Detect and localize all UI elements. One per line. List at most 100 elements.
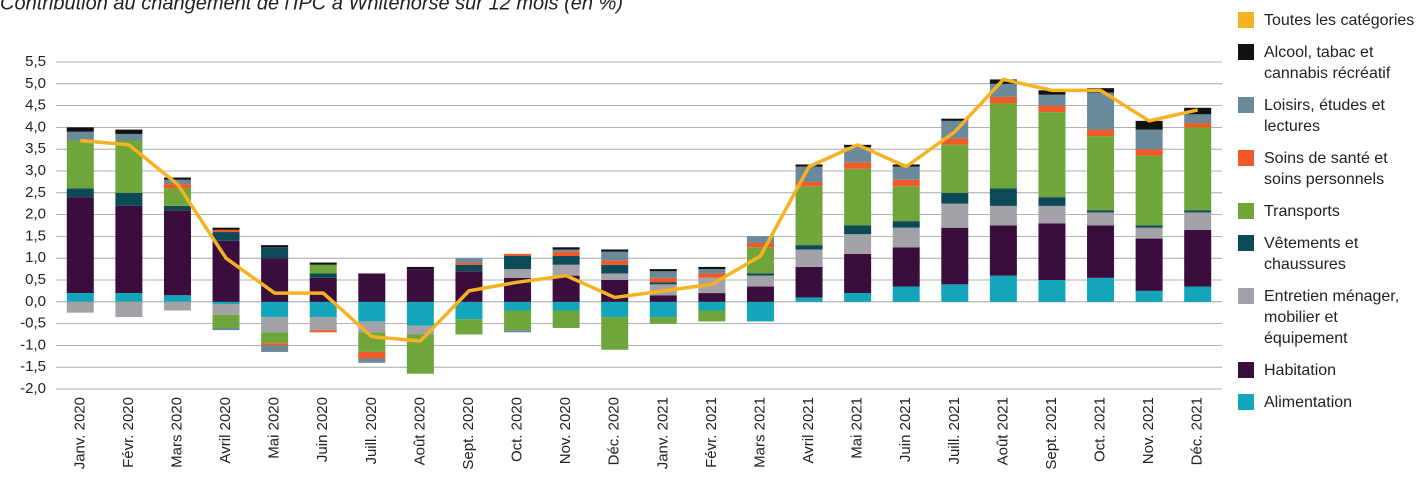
bar-segment — [406, 301, 434, 326]
bar-segment — [1038, 223, 1066, 280]
legend-swatch — [1238, 394, 1254, 410]
x-tick-label: Août 2021 — [994, 397, 1011, 465]
bar-segment — [1135, 129, 1163, 150]
bar-segment — [552, 251, 580, 257]
bar-segment — [1087, 210, 1115, 213]
bar-segment — [115, 192, 143, 206]
bar-segment — [1135, 290, 1163, 302]
legend-swatch — [1238, 44, 1254, 60]
bar-segment — [406, 325, 434, 335]
bar-segment — [163, 301, 191, 311]
bar-segment — [1135, 238, 1163, 291]
bar-segment — [698, 310, 726, 322]
bar-segment — [66, 131, 94, 141]
bar-segment — [649, 295, 677, 302]
legend-item: Habitation — [1238, 360, 1423, 381]
bar-segment — [115, 293, 143, 302]
bar-segment — [649, 301, 677, 318]
bar-segment — [795, 245, 823, 250]
bar-segment — [163, 295, 191, 302]
bar-segment — [989, 275, 1017, 302]
bar-segment — [1184, 212, 1212, 230]
bar-segment — [406, 266, 434, 270]
bar-segment — [989, 225, 1017, 276]
bar-segment — [1184, 210, 1212, 213]
bar-segment — [504, 310, 532, 331]
bar-segment — [746, 301, 774, 322]
bar-segment — [309, 277, 337, 302]
bar-segment — [1038, 90, 1066, 95]
x-tick-label: Janv. 2020 — [71, 397, 88, 469]
bar-segment — [746, 242, 774, 248]
y-tick-label: 1,5 — [25, 227, 46, 244]
bar-segment — [1087, 225, 1115, 278]
bar-segment — [601, 249, 629, 252]
y-tick-label: 5,0 — [25, 75, 46, 92]
legend-swatch — [1238, 235, 1254, 251]
x-tick-label: Sept. 2020 — [460, 397, 477, 470]
legend-label: Toutes les catégories — [1264, 12, 1415, 29]
y-tick-label: 3,0 — [25, 162, 46, 179]
bar-segment — [892, 179, 920, 187]
bar-segment — [1135, 155, 1163, 226]
bar-segment — [601, 264, 629, 274]
bar-segment — [212, 314, 240, 328]
bar-segment — [1184, 286, 1212, 302]
bar-segment — [1135, 120, 1163, 130]
bar-segment — [261, 343, 289, 346]
bar-segment — [309, 330, 337, 333]
bar-segment — [309, 264, 337, 274]
legend-label: Alcool, tabac et cannabis récréatif — [1264, 44, 1391, 82]
legend-swatch — [1238, 288, 1254, 304]
legend-item: Toutes les catégories — [1238, 10, 1423, 31]
legend-label: Habitation — [1264, 362, 1337, 379]
bar-segment — [941, 203, 969, 228]
bar-segment — [941, 192, 969, 204]
bar-segment — [455, 301, 483, 320]
bar-segment — [261, 247, 289, 259]
y-tick-label: -1,5 — [20, 358, 46, 375]
legend-swatch — [1238, 203, 1254, 219]
bar-segment — [795, 297, 823, 302]
legend-item: Vêtements et chaussures — [1238, 233, 1423, 275]
bar-segment — [989, 96, 1017, 104]
x-tick-label: Déc. 2021 — [1189, 397, 1206, 465]
bar-segment — [1087, 136, 1115, 211]
bar-segment — [1184, 127, 1212, 211]
bar-segment — [844, 293, 872, 302]
bar-segment — [892, 247, 920, 287]
bar-segment — [261, 301, 289, 318]
bar-segment — [1087, 277, 1115, 302]
legend-label: Loisirs, études et lectures — [1264, 97, 1385, 135]
bar-segment — [892, 227, 920, 248]
bar-segment — [261, 332, 289, 344]
x-tick-label: Nov. 2021 — [1140, 397, 1157, 464]
bar-segment — [746, 275, 774, 287]
x-tick-label: Févr. 2021 — [703, 397, 720, 468]
bar-segment — [261, 245, 289, 248]
legend-item: Transports — [1238, 201, 1423, 222]
x-tick-label: Nov. 2020 — [557, 397, 574, 464]
bar-segment — [844, 162, 872, 169]
legend-label: Alimentation — [1264, 394, 1353, 411]
bar-segment — [698, 301, 726, 311]
bar-segment — [1135, 149, 1163, 156]
bar-segment — [163, 210, 191, 296]
bar-segment — [66, 140, 94, 189]
bar-segment — [1087, 212, 1115, 226]
bar-segment — [1087, 129, 1115, 137]
bar-segment — [66, 197, 94, 294]
legend-label: Soins de santé et soins personnels — [1264, 150, 1388, 188]
legend-item: Soins de santé et soins personnels — [1238, 148, 1423, 190]
legend-item: Alimentation — [1238, 392, 1423, 413]
bar-segment — [1087, 92, 1115, 130]
y-tick-label: 2,0 — [25, 206, 46, 223]
bar-segment — [212, 227, 240, 230]
bar-segment — [115, 133, 143, 141]
bar-segment — [212, 303, 240, 315]
legend-item: Loisirs, études et lectures — [1238, 95, 1423, 137]
bar-segment — [212, 301, 240, 304]
x-tick-label: Mai 2021 — [849, 397, 866, 459]
y-tick-label: 4,0 — [25, 118, 46, 135]
bar-segment — [989, 103, 1017, 189]
